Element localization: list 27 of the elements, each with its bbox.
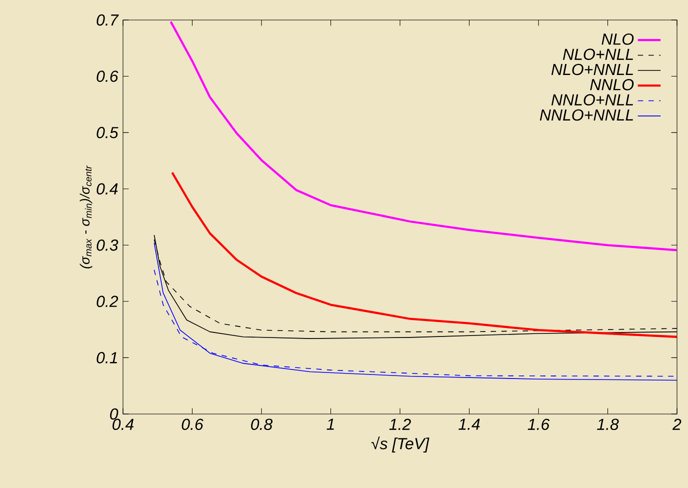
y-tick-label: 0.5: [96, 126, 118, 138]
x-tick-label: 1.4: [458, 418, 480, 430]
y-tick-label: 0.3: [96, 239, 118, 251]
x-tick-label: 1: [326, 418, 334, 430]
legend-label: NLO: [602, 33, 634, 45]
legend-label: NLO+NLL: [562, 48, 633, 60]
line-series: [154, 242, 677, 381]
x-tick-label: 2: [672, 418, 682, 430]
legend-label: NNLO+NLL: [551, 94, 633, 106]
y-tick-label: 0.6: [96, 70, 118, 82]
legend-label: NNLO: [590, 79, 634, 90]
y-tick-label: 0: [110, 408, 118, 420]
x-tick-label: 1.6: [528, 418, 550, 430]
y-axis-title: (σ$_{max}$ - σ$_{min}$)/σ$_{centr}$: [80, 165, 92, 268]
legend-label: NLO+NNLL: [551, 64, 633, 76]
x-tick-label: 0.6: [182, 418, 204, 430]
y-tick-label: 0.2: [96, 296, 118, 308]
x-axis-title: √s [TeV]: [371, 436, 430, 452]
x-tick-label: 1.8: [597, 418, 619, 430]
x-tick-label: 1.2: [389, 418, 411, 430]
y-tick-label: 0.7: [96, 14, 119, 26]
line-series: [170, 20, 677, 252]
legend-label: NNLO+NNLL: [540, 109, 633, 121]
y-tick-label: 0.4: [96, 183, 118, 195]
x-tick-label: 0.8: [251, 418, 273, 430]
y-tick-label: 0.1: [96, 352, 117, 364]
x-tick-label: 0.4: [112, 418, 134, 430]
